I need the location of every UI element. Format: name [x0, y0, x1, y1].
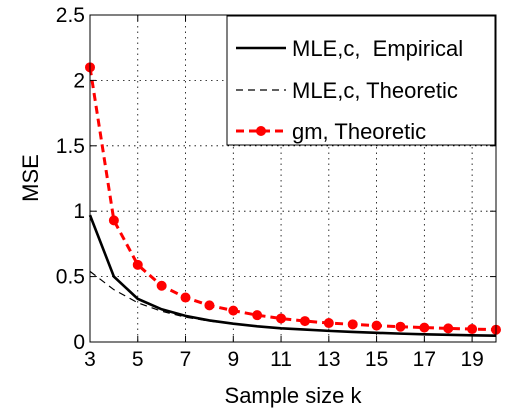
x-tick-label: 7	[180, 348, 192, 371]
data-point	[299, 316, 310, 327]
data-point	[323, 318, 334, 329]
x-tick-label: 3	[84, 348, 96, 371]
x-tick-label: 5	[132, 348, 144, 371]
series-line-0	[88, 214, 497, 338]
data-point	[156, 280, 167, 291]
data-point	[467, 324, 478, 335]
x-tick-label: 17	[413, 348, 436, 371]
legend-label: MLE,c, Empirical	[292, 36, 463, 61]
y-tick-label: 2.5	[56, 4, 85, 27]
y-axis-label: MSE	[18, 154, 43, 202]
legend-label: MLE,c, Theoretic	[292, 78, 458, 103]
legend: MLE,c, Empirical MLE,c, Theoretic gm, Theo…	[226, 15, 496, 146]
x-tick-label: 13	[317, 348, 340, 371]
x-tick-label: 19	[460, 348, 483, 371]
legend-marker	[256, 126, 266, 136]
x-tick-label: 11	[270, 348, 292, 371]
series-lines	[85, 62, 501, 338]
data-point	[204, 300, 215, 311]
data-point	[371, 320, 382, 331]
data-point	[395, 321, 406, 332]
legend-label: gm, Theoretic	[292, 119, 426, 144]
data-point	[180, 292, 191, 303]
x-tick-label: 9	[227, 348, 239, 371]
data-point	[443, 323, 454, 334]
data-point	[276, 313, 287, 324]
legend-box	[226, 15, 496, 146]
y-tick-label: 1.5	[56, 135, 85, 158]
x-tick-label: 15	[365, 348, 388, 371]
y-tick-label: 0.5	[56, 266, 85, 289]
data-point	[228, 305, 239, 316]
y-tick-label: 0	[73, 331, 85, 354]
data-point	[108, 215, 119, 226]
data-point	[347, 319, 358, 330]
data-point	[419, 322, 430, 333]
data-point	[132, 259, 143, 270]
data-point	[252, 310, 263, 321]
x-axis-label: Sample size k	[225, 383, 363, 408]
y-tick-label: 1	[73, 200, 85, 223]
plot-area-frame	[89, 14, 497, 343]
axis-ticks: 3 5 7 9 11 13 15 17 19 0 0.5 1 1.5 2 2.5	[56, 4, 496, 371]
y-tick-label: 2	[73, 69, 85, 92]
